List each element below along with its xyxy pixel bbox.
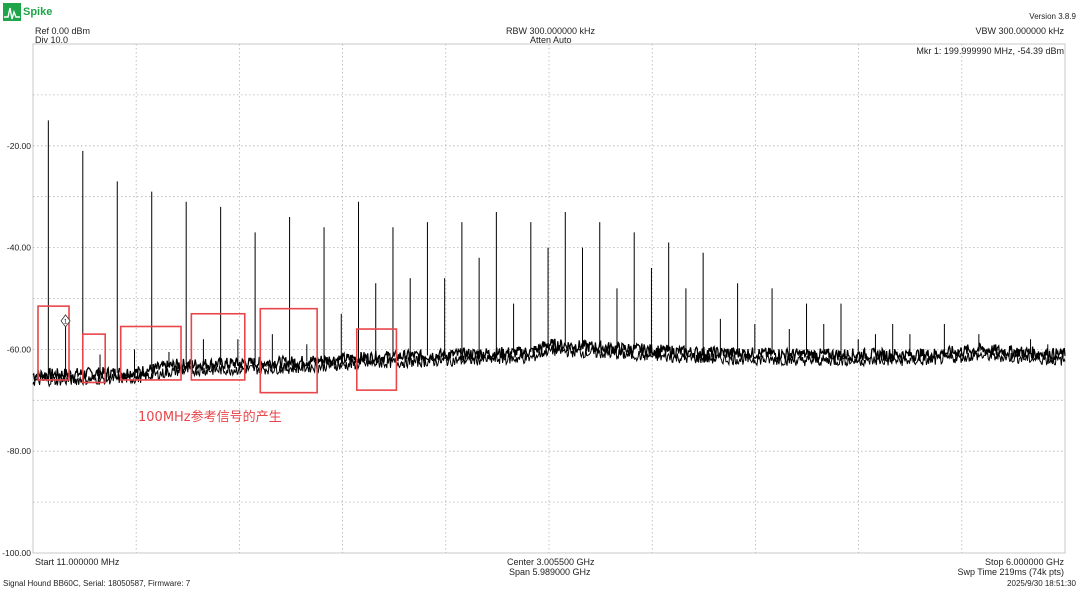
noise-floor-trace [32,338,1066,383]
highlight-box [259,307,318,394]
highlight-box [81,333,107,384]
y-axis-tick-labels: -20.00 -40.00 -60.00 -80.00 -100.00 [2,141,31,558]
highlight-box [119,325,182,381]
ref-level-label[interactable]: Ref 0.00 dBm [35,26,91,36]
rbw-label[interactable]: RBW 300.000000 kHz [506,26,596,36]
y-tick-label: -100.00 [2,548,31,558]
highlight-box [37,305,70,381]
y-tick-label: -80.00 [7,446,31,456]
span-label[interactable]: Span 5.989000 GHz [509,567,591,577]
annotation-label: 100MHz参考信号的产生 [138,410,282,425]
spectrum-trace [32,120,1066,388]
sweep-time-label: Swp Time 219ms (74k pts) [957,567,1064,577]
marker-1[interactable]: 1 [60,314,71,328]
app-logo: Spike [3,3,63,21]
y-tick-label: -60.00 [7,344,31,354]
highlight-boxes [37,305,398,394]
highlight-box [190,312,246,381]
timestamp: 2025/9/30 18:51:30 [1007,579,1076,588]
spike-waveform-icon [3,3,21,21]
noise-floor-trace [32,344,1066,388]
marker-diamond-icon [60,314,71,328]
center-frequency-label[interactable]: Center 3.005500 GHz [507,557,595,567]
y-tick-label: -40.00 [7,243,31,253]
y-tick-label: -20.00 [7,141,31,151]
device-info: Signal Hound BB60C, Serial: 18050587, Fi… [3,579,191,588]
stop-frequency-label[interactable]: Stop 6.000000 GHz [984,557,1064,567]
version-label: Version 3.8.9 [1029,12,1076,21]
div-label[interactable]: Div 10.0 [35,35,69,45]
grid [33,44,1065,553]
atten-label[interactable]: Atten Auto [530,35,572,45]
marker-readout: Mkr 1: 199.999990 MHz, -54.39 dBm [916,46,1064,56]
marker-label: 1 [64,319,68,325]
vbw-label[interactable]: VBW 300.000000 kHz [975,26,1064,36]
start-frequency-label[interactable]: Start 11.000000 MHz [35,557,120,567]
highlight-box [355,328,398,391]
app-name: Spike [23,6,53,18]
